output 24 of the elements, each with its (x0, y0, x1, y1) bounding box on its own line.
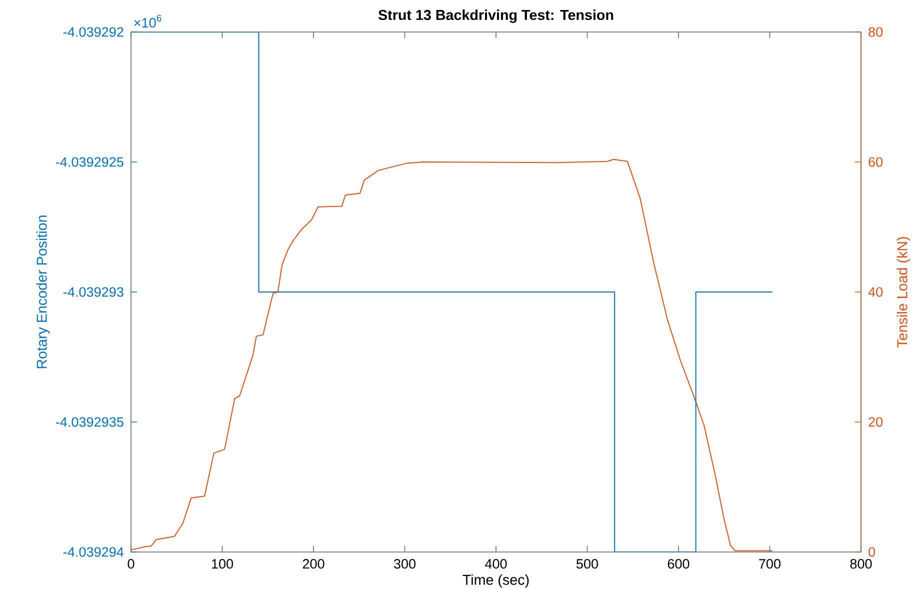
x-tick-label: 200 (302, 559, 324, 569)
x-tick-label: 0 (128, 559, 134, 569)
x-tick-label: 600 (668, 559, 690, 569)
y-tick-label: -4.0392925 (56, 157, 124, 167)
x-tick-label: 100 (212, 559, 234, 569)
y-tick-label: -4.039292 (64, 27, 124, 37)
y-axis-title: Rotary Encoder Position (36, 216, 50, 368)
y2-tick-label: 0 (868, 547, 876, 557)
y2-tick-label: 60 (868, 157, 883, 167)
x-axis-title: Time (sec) (462, 574, 529, 588)
x-tick-label: 400 (485, 559, 507, 569)
y-tick-label: -4.039293 (64, 287, 124, 297)
x-tick-label: 500 (576, 559, 598, 569)
text: ×10$^{6}$ (134, 14, 162, 28)
y2-tick-label: 40 (868, 287, 883, 297)
x-tick-label: 700 (759, 559, 781, 569)
y-tick-label: -4.039294 (64, 547, 124, 557)
x-tick-label: 300 (394, 559, 416, 569)
y-tick-label: -4.0392935 (56, 417, 124, 427)
chart-title: Strut 13 Backdriving Test: Tension (378, 10, 614, 23)
x-tick-label: 800 (850, 559, 872, 569)
y2-axis-title: Tensile Load (kN) (896, 237, 910, 348)
y2-tick-label: 80 (868, 27, 883, 37)
y2-tick-label: 20 (868, 417, 883, 427)
